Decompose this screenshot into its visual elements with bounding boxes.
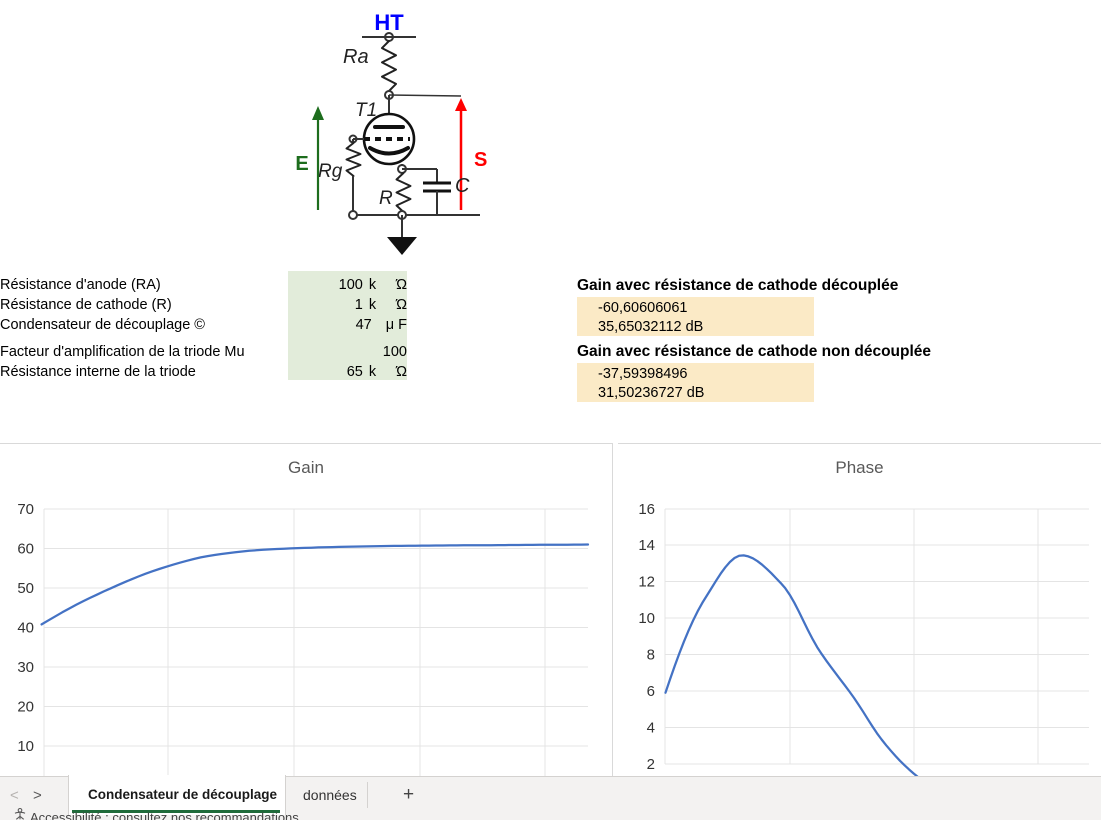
svg-text:20: 20 (17, 699, 34, 716)
svg-text:2: 2 (647, 756, 655, 773)
svg-text:T1: T1 (355, 100, 377, 121)
svg-text:Ra: Ra (343, 46, 369, 68)
svg-text:R: R (379, 188, 393, 209)
svg-text:30: 30 (17, 659, 34, 676)
svg-text:S: S (474, 149, 487, 171)
svg-text:70: 70 (17, 501, 34, 518)
svg-text:6: 6 (647, 683, 655, 700)
svg-text:60: 60 (17, 541, 34, 558)
svg-text:C: C (455, 175, 470, 197)
svg-text:14: 14 (638, 537, 655, 554)
svg-text:40: 40 (17, 620, 34, 637)
svg-text:E: E (295, 153, 308, 175)
svg-text:HT: HT (374, 10, 404, 35)
svg-text:4: 4 (647, 720, 655, 737)
svg-text:12: 12 (638, 574, 655, 591)
svg-text:10: 10 (638, 610, 655, 627)
svg-text:16: 16 (638, 501, 655, 518)
svg-text:10: 10 (17, 738, 34, 755)
svg-text:Rg: Rg (318, 161, 343, 182)
svg-text:8: 8 (647, 647, 655, 664)
svg-text:50: 50 (17, 580, 34, 597)
